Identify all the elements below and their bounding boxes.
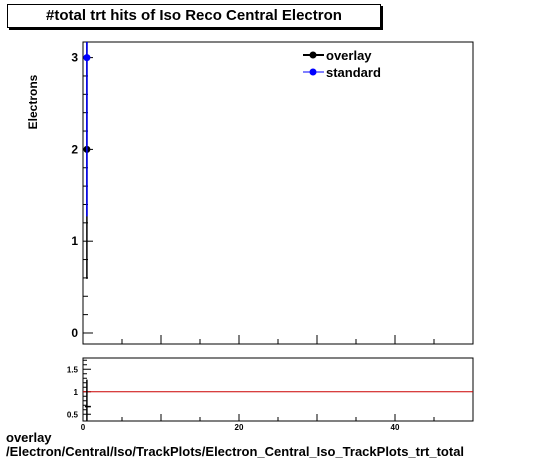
ratio-tick-labels: 0.5 1 1.5 0 20 40 [67,365,400,432]
ratio-data-points [83,379,473,421]
ratio-y-tick-label: 1 [74,388,79,397]
legend-standard-label: standard [326,65,381,80]
footer-caption: overlay /Electron/Central/Iso/TrackPlots… [6,431,464,459]
legend-overlay-label: overlay [326,48,372,63]
main-data-points [83,42,91,279]
main-axis-ticks [82,57,474,344]
y-tick-label: 2 [71,142,78,156]
legend: overlay standard [303,48,381,80]
y-tick-label: 0 [71,326,78,340]
footer-line-1: overlay [6,430,52,445]
y-tick-label: 1 [71,234,78,248]
footer-line-2: /Electron/Central/Iso/TrackPlots/Electro… [6,444,465,459]
data-point-standard [83,54,91,62]
legend-overlay-marker [309,51,317,59]
ratio-y-tick-label: 0.5 [67,410,79,419]
main-plot-frame [82,41,474,345]
y-axis-title: Electrons [26,74,40,129]
chart-title-box: #total trt hits of Iso Reco Central Elec… [7,4,381,28]
ratio-x-tick-label: 40 [391,423,400,432]
ratio-axis-ticks [82,359,474,421]
main-y-tick-labels: 0 1 2 3 [71,51,78,340]
legend-standard-marker [309,68,317,76]
ratio-x-tick-label: 20 [235,423,244,432]
ratio-plot-frame [82,357,474,422]
ratio-y-tick-label: 1.5 [67,365,79,374]
chart-title: #total trt hits of Iso Reco Central Elec… [46,7,342,24]
y-tick-label: 3 [71,51,78,65]
ratio-x-tick-label: 0 [81,423,86,432]
